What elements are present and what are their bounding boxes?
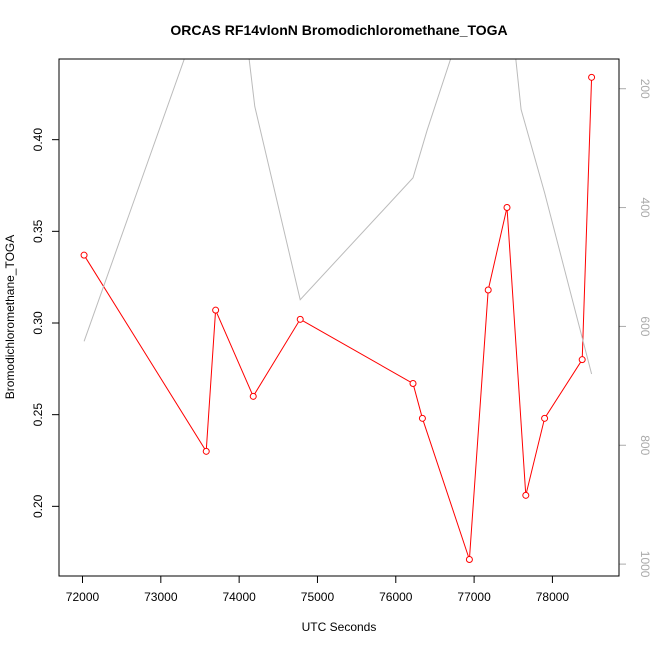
data-point <box>418 414 426 422</box>
data-point <box>588 73 596 81</box>
data-point <box>465 556 473 563</box>
x-axis: 72000 73000 74000 75000 76000 77000 78000 <box>66 575 570 604</box>
y2-tick-label: 400 <box>638 198 650 218</box>
data-point <box>541 414 549 422</box>
plot-frame <box>58 58 620 577</box>
x-tick-label: 73000 <box>144 590 178 604</box>
x-tick-label: 75000 <box>301 590 335 604</box>
x-tick-label: 76000 <box>379 590 413 604</box>
chart-title: ORCAS RF14vlonN Bromodichloromethane_TOG… <box>170 22 507 38</box>
x-tick-label: 77000 <box>457 590 491 604</box>
data-point <box>522 491 530 499</box>
x-axis-label: UTC Seconds <box>302 620 377 634</box>
bromodichloromethane-series-line <box>83 77 593 560</box>
y-tick-label: 0.25 <box>31 403 45 427</box>
y-axis-left: 0.20 0.25 0.30 0.35 0.40 <box>31 128 60 518</box>
data-point <box>409 380 417 387</box>
data-point <box>578 356 586 364</box>
y-tick-label: 0.30 <box>31 311 45 335</box>
data-point <box>484 286 492 294</box>
y-tick-label: 0.35 <box>31 219 45 243</box>
data-point <box>202 447 210 455</box>
altitude-series-line <box>83 59 593 375</box>
x-tick-label: 74000 <box>222 590 256 604</box>
y2-tick-label: 200 <box>638 79 650 99</box>
data-point <box>212 306 220 314</box>
y2-tick-label: 800 <box>638 435 650 455</box>
plot-area <box>80 59 596 563</box>
y-axis-right: 200 400 600 800 1000 <box>618 79 650 578</box>
data-point <box>503 204 511 211</box>
x-tick-label: 78000 <box>536 590 570 604</box>
x-tick-label: 72000 <box>66 590 100 604</box>
data-point <box>80 251 88 259</box>
data-point <box>296 315 304 323</box>
y-axis-label: Bromodichloromethane_TOGA <box>3 235 17 400</box>
y2-tick-label: 1000 <box>638 551 650 578</box>
y-tick-label: 0.40 <box>31 128 45 152</box>
data-point <box>249 392 257 400</box>
y-tick-label: 0.20 <box>31 494 45 518</box>
y2-tick-label: 600 <box>638 316 650 336</box>
